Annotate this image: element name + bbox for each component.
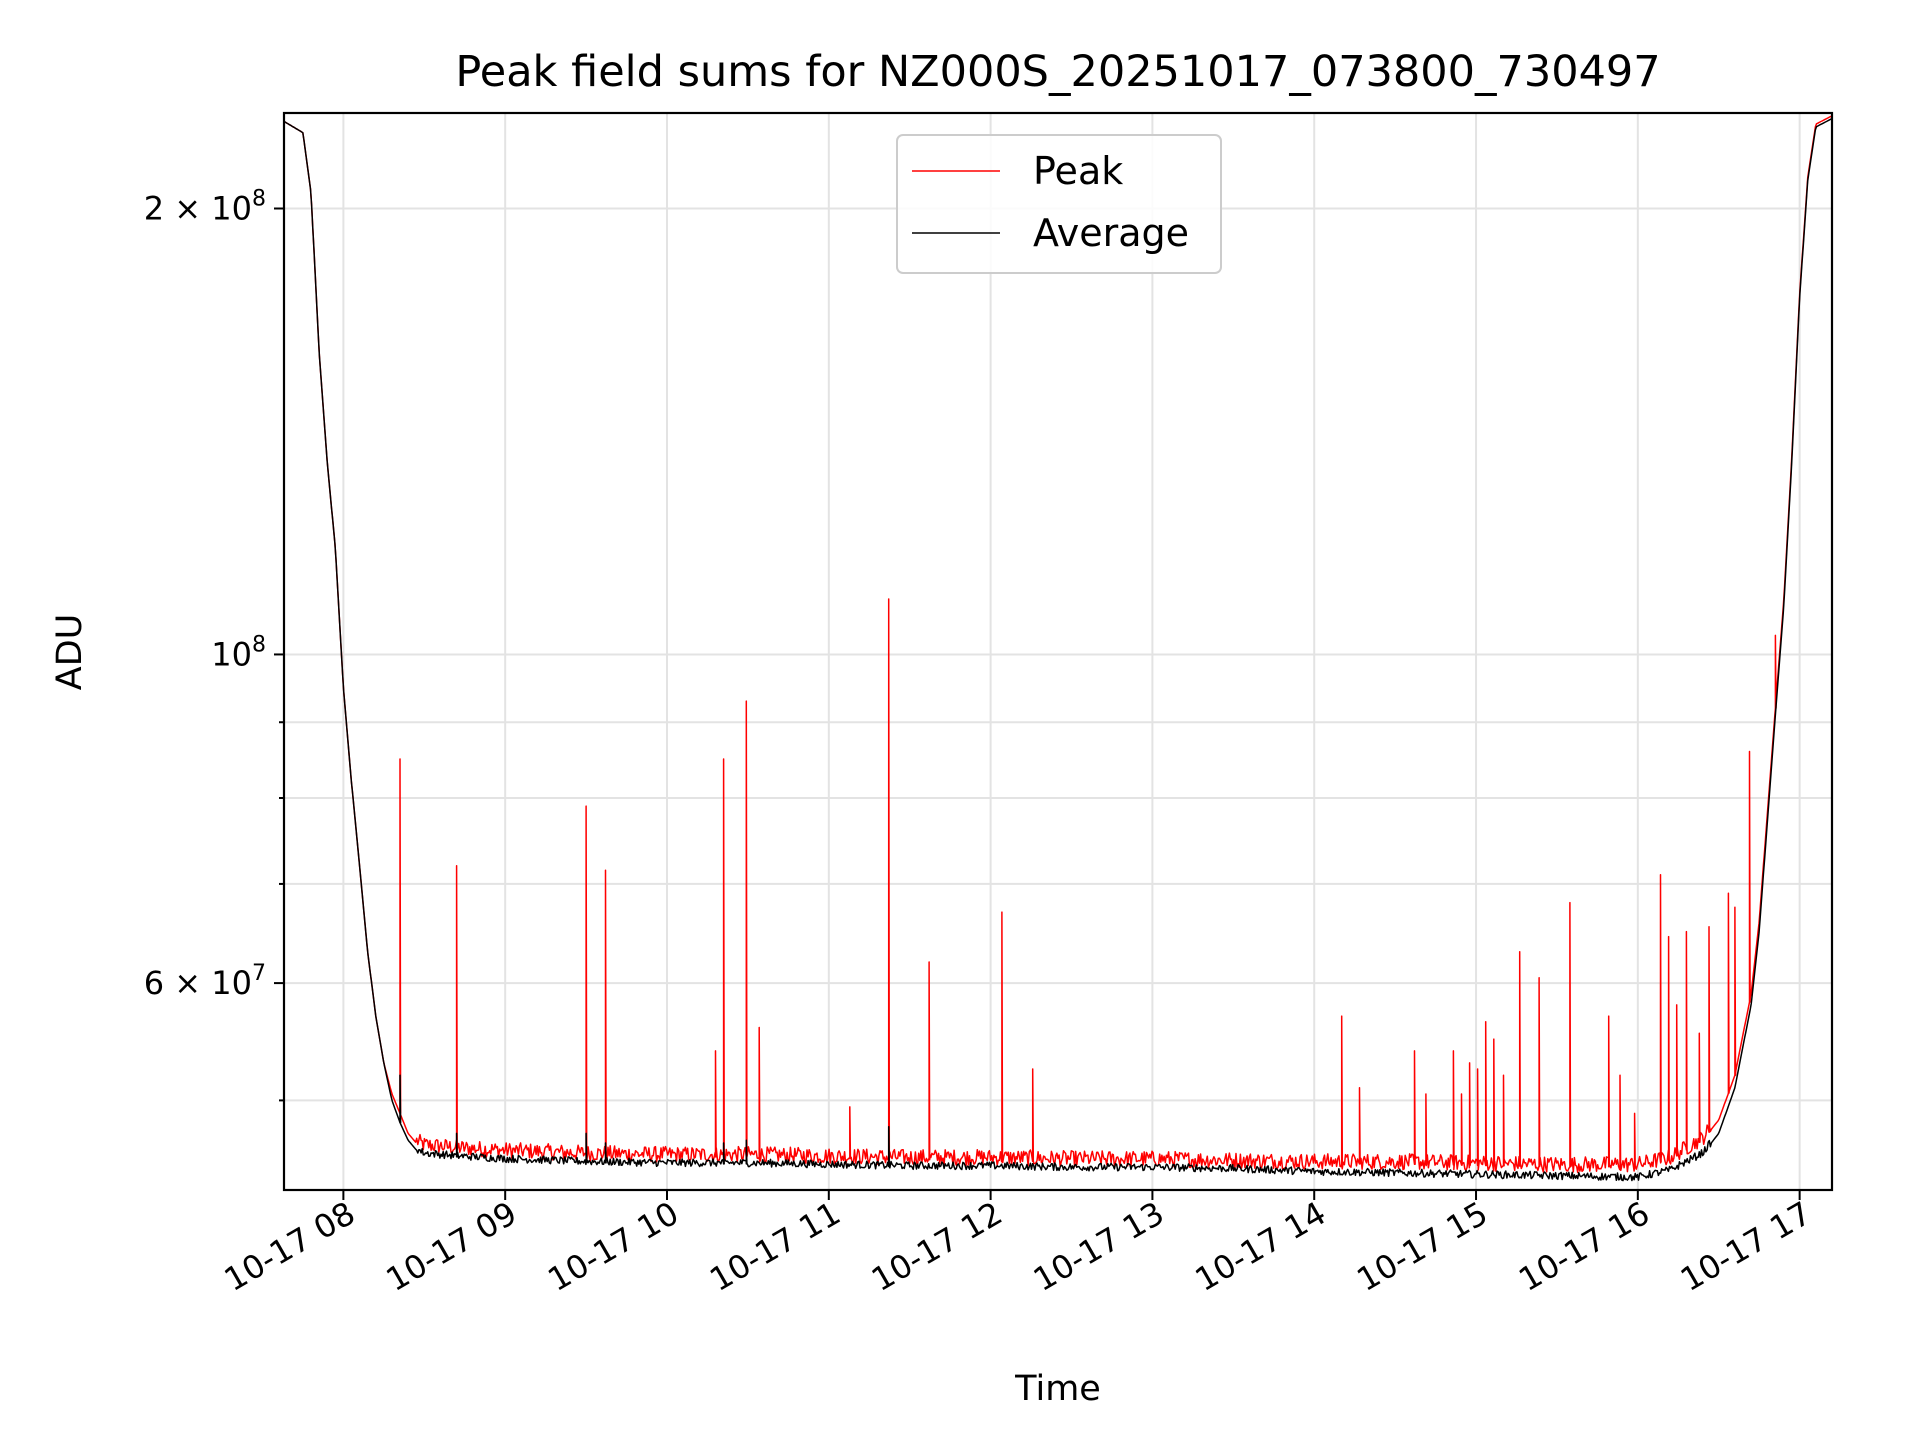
legend: Peak Average [896,134,1222,274]
x-tick-label: 10-17 14 [1189,1194,1333,1299]
y-tick-label: 108 [211,632,266,673]
x-axis-label: Time [1014,1369,1101,1409]
series-layer [284,115,1832,1182]
y-axis-label: ADU [50,614,90,691]
x-tick-label: 10-17 10 [541,1194,685,1299]
legend-box [896,134,1222,274]
series-line-peak [284,115,1832,1174]
legend-label-average: Average [1033,211,1189,255]
x-tick-label: 10-17 11 [703,1194,847,1299]
x-tick-label: 10-17 16 [1512,1194,1656,1299]
x-tick-label: 10-17 15 [1350,1194,1494,1299]
legend-label-peak: Peak [1033,149,1123,193]
x-tick-label: 10-17 12 [865,1194,1009,1299]
chart-title: Peak field sums for NZ000S_20251017_0738… [455,47,1660,97]
x-tick-label: 10-17 13 [1027,1194,1171,1299]
x-tick-label: 10-17 17 [1674,1194,1818,1299]
y-tick-label: 6 × 107 [144,961,266,1002]
x-tick-label: 10-17 09 [380,1194,524,1299]
x-tick-labels: 10-17 08 10-17 09 10-17 10 10-17 11 10-17 12… [218,1194,1818,1299]
x-tick-label: 10-17 08 [218,1194,362,1299]
y-tick-label: 2 × 108 [144,186,266,227]
tick-layer [274,207,1801,1200]
series-line-average [284,117,1832,1182]
plot-frame [282,111,1834,1192]
grid-layer [284,113,1832,1190]
y-tick-labels: 108 2 × 108 6 × 107 [144,186,266,1002]
